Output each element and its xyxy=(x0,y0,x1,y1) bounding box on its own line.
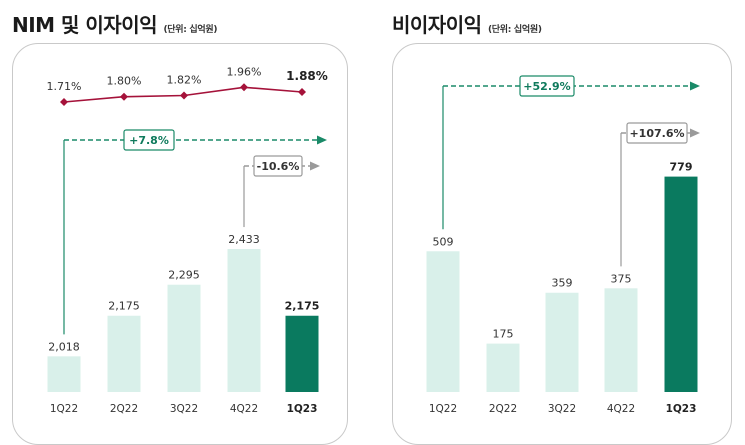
nim-point-4 xyxy=(298,87,306,96)
x-tick-1-1: 2Q22 xyxy=(489,403,517,415)
qoq-badge-left-box xyxy=(253,155,303,177)
yoy-arrow-left xyxy=(317,135,327,145)
qoq-badge-right-box xyxy=(626,122,688,144)
yoy-badge-left-box xyxy=(123,129,175,151)
bar-0-4 xyxy=(285,315,319,392)
value-label-0-0: 2,018 xyxy=(48,340,80,353)
value-label-1-4: 779 xyxy=(670,161,693,174)
x-tick-0-3: 4Q22 xyxy=(230,403,258,415)
nim-label-0: 1.71% xyxy=(47,80,82,93)
right-panel-unit: (단위: 십억원) xyxy=(487,25,542,35)
qoq-badge-left: -10.6% xyxy=(257,160,300,173)
nim-label-3: 1.96% xyxy=(227,65,262,78)
x-tick-0-1: 2Q22 xyxy=(110,403,138,415)
bar-1-2 xyxy=(545,292,579,392)
bar-1-0 xyxy=(426,251,460,392)
x-tick-0-2: 3Q22 xyxy=(170,403,198,415)
yoy-arrow-right xyxy=(690,81,700,91)
value-label-1-3: 375 xyxy=(611,272,632,285)
bar-0-3 xyxy=(227,249,261,392)
value-label-0-1: 2,175 xyxy=(108,300,140,313)
qoq-arrow-left xyxy=(310,161,320,171)
bar-0-0 xyxy=(47,356,81,392)
nim-label-4: 1.88% xyxy=(286,69,328,83)
yoy-badge-right-box xyxy=(519,75,575,97)
nim-point-1 xyxy=(120,92,128,101)
bar-1-1 xyxy=(486,343,520,392)
x-tick-1-2: 3Q22 xyxy=(548,403,576,415)
nim-label-1: 1.80% xyxy=(107,75,142,88)
nim-point-3 xyxy=(240,83,248,92)
x-tick-0-0: 1Q22 xyxy=(50,403,78,415)
nim-point-2 xyxy=(180,91,188,100)
bar-0-1 xyxy=(107,315,141,392)
nim-point-0 xyxy=(60,98,68,106)
qoq-badge-right: +107.6% xyxy=(629,127,684,140)
left-panel-title: NIM 및 이자이익 (단위: 십억원) xyxy=(12,13,218,37)
value-label-1-2: 359 xyxy=(552,277,573,290)
x-tick-1-4: 1Q23 xyxy=(666,403,697,415)
value-label-0-3: 2,433 xyxy=(228,233,260,246)
x-tick-1-3: 4Q22 xyxy=(607,403,635,415)
yoy-badge-left: +7.8% xyxy=(129,134,169,147)
yoy-badge-right: +52.9% xyxy=(523,80,570,93)
chart-canvas: 2,018 1Q22 2,175 2Q22 2,295 3Q22 2,433 4Q22 2,17… xyxy=(47,65,700,415)
bar-1-4 xyxy=(664,176,698,392)
qoq-arrow-right xyxy=(690,128,700,138)
left-panel-unit: (단위: 십억원) xyxy=(163,25,218,35)
value-label-1-1: 175 xyxy=(493,328,514,341)
nim-label-2: 1.82% xyxy=(167,74,202,87)
bar-0-2 xyxy=(167,284,201,392)
value-label-0-4: 2,175 xyxy=(285,300,320,313)
x-tick-1-0: 1Q22 xyxy=(429,403,457,415)
bar-1-3 xyxy=(604,288,638,392)
value-label-1-0: 509 xyxy=(433,235,454,248)
x-tick-0-4: 1Q23 xyxy=(287,403,318,415)
right-panel-title: 비이자이익 (단위: 십억원) xyxy=(392,13,542,37)
value-label-0-2: 2,295 xyxy=(168,269,200,282)
